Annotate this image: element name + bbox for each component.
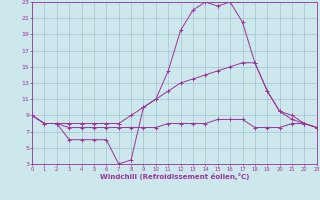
X-axis label: Windchill (Refroidissement éolien,°C): Windchill (Refroidissement éolien,°C) [100, 173, 249, 180]
